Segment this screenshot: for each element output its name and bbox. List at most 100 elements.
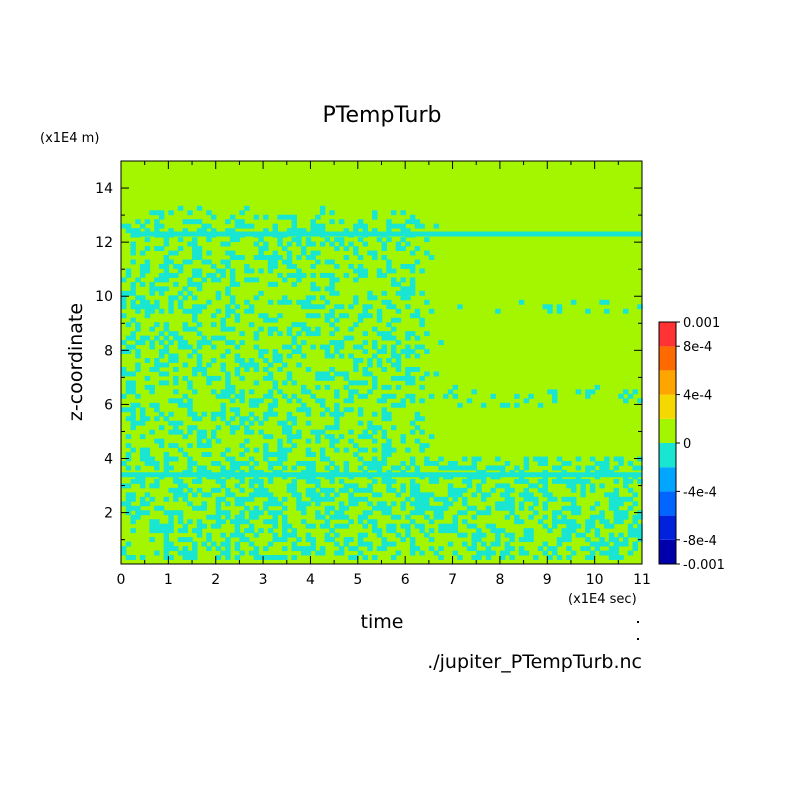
heatmap-cell [125, 389, 132, 395]
heatmap-cell [390, 344, 397, 350]
heatmap-cell [300, 407, 307, 413]
heatmap-cell [471, 546, 477, 552]
heatmap-cell [229, 268, 236, 274]
heatmap-cell [201, 465, 207, 471]
heatmap-cell [282, 523, 288, 529]
heatmap-cell [409, 456, 416, 462]
heatmap-cell [457, 510, 463, 516]
heatmap-cell [476, 483, 482, 489]
heatmap-cell [400, 349, 406, 354]
heatmap-cell [229, 519, 236, 525]
heatmap-cell [319, 514, 326, 520]
heatmap-cell [632, 465, 638, 471]
heatmap-cell [632, 541, 638, 547]
heatmap-cell [357, 268, 364, 274]
heatmap-cell [177, 344, 184, 350]
heatmap-cell [234, 501, 241, 507]
heatmap-cell [182, 528, 189, 534]
heatmap-cell [158, 272, 165, 278]
heatmap-cell [277, 366, 283, 372]
heatmap-cell [604, 541, 610, 547]
heatmap-cell [229, 389, 236, 395]
heatmap-cell [139, 340, 146, 346]
heatmap-cell [121, 313, 127, 319]
heatmap-cell [547, 555, 553, 560]
heatmap-cell [286, 398, 293, 404]
heatmap-cell [405, 353, 411, 359]
heatmap-cell [428, 434, 435, 440]
heatmap-cell [215, 308, 222, 314]
heatmap-cell [386, 528, 392, 534]
heatmap-cell [139, 555, 146, 560]
heatmap-cell [210, 389, 217, 395]
heatmap-cell [263, 456, 269, 462]
heatmap-cell [537, 478, 544, 484]
heatmap-cell [386, 358, 392, 363]
heatmap-cell [428, 519, 435, 525]
heatmap-cell [343, 371, 350, 377]
heatmap-cell [229, 461, 236, 466]
heatmap-cell [585, 519, 591, 525]
heatmap-cell [395, 514, 402, 520]
heatmap-cell [357, 272, 364, 278]
heatmap-cell [381, 434, 387, 440]
heatmap-cell [405, 532, 411, 538]
heatmap-cell [566, 461, 572, 466]
heatmap-cell [163, 272, 170, 278]
heatmap-cell [589, 483, 596, 489]
heatmap-cell [319, 205, 326, 211]
heatmap-cell [310, 263, 316, 269]
heatmap-cell [433, 505, 440, 511]
heatmap-cell [324, 505, 331, 511]
heatmap-cell [604, 461, 610, 466]
heatmap-cell [390, 304, 397, 310]
heatmap-cell [395, 366, 402, 372]
heatmap-cell [220, 465, 226, 471]
heatmap-cell [452, 461, 458, 466]
heatmap-cell [357, 411, 364, 417]
heatmap-cell [282, 214, 288, 220]
heatmap-cell [282, 295, 288, 301]
heatmap-cell [566, 519, 572, 525]
heatmap-cell [158, 371, 165, 377]
heatmap-cell [130, 286, 136, 292]
heatmap-cell [589, 541, 596, 547]
heatmap-cell [244, 528, 250, 534]
heatmap-cell [585, 393, 591, 399]
heatmap-cell [348, 483, 354, 489]
heatmap-cell [414, 259, 421, 265]
heatmap-cell [173, 281, 179, 287]
heatmap-cell [182, 523, 189, 529]
heatmap-cell [125, 541, 132, 547]
heatmap-cell [334, 514, 340, 520]
colorbar-label: -0.001 [683, 558, 725, 573]
heatmap-cell [627, 496, 634, 502]
heatmap-cell [556, 308, 563, 314]
heatmap-cell [310, 219, 316, 225]
heatmap-cell [357, 550, 364, 556]
heatmap-cell [523, 550, 530, 556]
heatmap-cell [225, 420, 231, 426]
heatmap-cell [125, 407, 132, 413]
heatmap-cell [367, 358, 373, 363]
heatmap-cell [196, 438, 203, 444]
heatmap-cell [206, 537, 212, 543]
heatmap-cell [215, 496, 222, 502]
heatmap-cell [277, 389, 283, 395]
heatmap-cell [438, 510, 444, 516]
heatmap-cell [286, 523, 293, 529]
heatmap-cell [215, 335, 222, 341]
heatmap-cell [518, 501, 525, 507]
heatmap-cell [258, 478, 264, 484]
heatmap-cell [613, 510, 620, 516]
heatmap-cell [187, 425, 193, 431]
heatmap-cell [121, 371, 127, 377]
heatmap-cell [409, 483, 416, 489]
heatmap-cell [135, 505, 141, 511]
heatmap-cell [528, 505, 534, 511]
heatmap-cell [225, 393, 231, 399]
heatmap-cell [158, 362, 165, 368]
heatmap-cell [220, 362, 226, 368]
heatmap-cell [604, 523, 610, 529]
heatmap-cell [419, 528, 425, 534]
